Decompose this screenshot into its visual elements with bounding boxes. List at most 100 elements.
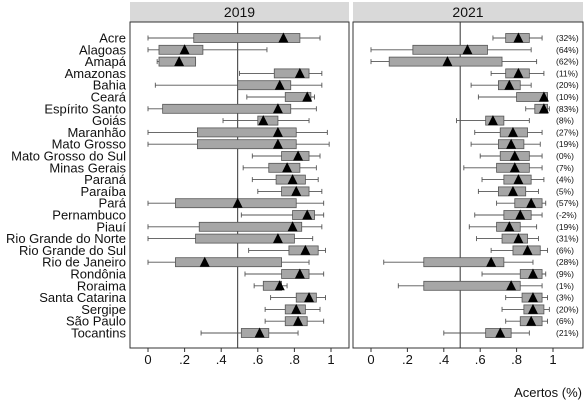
state-label: Acre xyxy=(99,31,126,46)
change-label: (7%) xyxy=(556,163,574,173)
state-row: (1%) xyxy=(397,280,574,291)
state-row xyxy=(147,44,268,55)
iqr-box xyxy=(423,280,521,291)
iqr-box xyxy=(284,92,312,102)
mean-marker xyxy=(522,244,533,255)
state-label: Rio Grande do Norte xyxy=(6,231,126,246)
mean-marker xyxy=(513,67,524,78)
x-tick-label: .6 xyxy=(475,352,486,367)
change-label: (8%) xyxy=(556,116,574,126)
change-label: (9%) xyxy=(556,269,574,279)
state-label: Roraima xyxy=(77,278,127,293)
change-label: (62%) xyxy=(556,57,579,67)
state-row: (0%) xyxy=(479,150,574,161)
state-row xyxy=(239,67,323,79)
state-label: Mato Grosso do Sul xyxy=(11,149,126,164)
mean-marker xyxy=(232,197,243,208)
plot-frame-2019 xyxy=(129,21,350,349)
iqr-box xyxy=(162,103,292,114)
state-label: Sergipe xyxy=(81,302,126,317)
x-tick-label: 0 xyxy=(144,352,151,367)
state-row xyxy=(248,244,326,256)
change-label: (57%) xyxy=(556,198,579,208)
state-row xyxy=(147,256,310,268)
mean-marker xyxy=(527,292,538,303)
state-row: (19%) xyxy=(468,221,579,232)
state-label: Rio Grande do Sul xyxy=(19,243,126,258)
mean-marker xyxy=(462,44,473,55)
panel-2019: 2019 0 .2 .4 .6 .8 1 xyxy=(129,2,350,367)
x-tick-label: .8 xyxy=(289,352,300,367)
state-row: (7%) xyxy=(463,162,574,173)
state-row: (31%) xyxy=(476,233,579,244)
state-row: (4%) xyxy=(481,174,574,185)
mean-marker xyxy=(291,303,302,314)
state-row xyxy=(264,303,321,315)
mean-marker xyxy=(294,268,305,279)
state-row: (83%) xyxy=(525,103,579,114)
change-label: (4%) xyxy=(556,175,574,185)
state-row xyxy=(246,91,315,102)
change-label: (21%) xyxy=(556,328,579,338)
mean-marker xyxy=(287,221,298,232)
mean-marker xyxy=(274,79,285,90)
mean-marker xyxy=(527,303,538,314)
state-row: (6%) xyxy=(490,244,574,255)
mean-marker xyxy=(513,174,524,185)
state-row: (20%) xyxy=(501,303,579,314)
iqr-box xyxy=(423,257,505,268)
mean-marker xyxy=(507,126,518,137)
mean-marker xyxy=(300,244,311,255)
state-label: Paraíba xyxy=(80,184,126,199)
iqr-box xyxy=(197,127,297,138)
state-label: Amazonas xyxy=(65,66,127,81)
panel-title-2019: 2019 xyxy=(224,4,255,20)
iqr-box xyxy=(281,269,310,279)
mean-marker xyxy=(486,256,497,267)
state-row: (6%) xyxy=(505,315,574,326)
change-label: (5%) xyxy=(556,186,574,196)
x-tick-label: .6 xyxy=(252,352,263,367)
mean-marker xyxy=(179,44,190,55)
state-row xyxy=(147,32,321,43)
state-row: (62%) xyxy=(370,56,579,67)
change-label: (-2%) xyxy=(556,210,577,220)
change-label: (28%) xyxy=(556,257,579,267)
mean-marker xyxy=(526,197,537,208)
mean-marker xyxy=(442,56,453,67)
state-label: Espírito Santo xyxy=(44,101,126,116)
mean-marker xyxy=(513,32,524,43)
state-label: Mato Grosso xyxy=(52,137,126,152)
state-row xyxy=(222,115,310,126)
panel-header-2021 xyxy=(353,2,583,22)
state-row xyxy=(253,280,288,291)
x-tick-label: .2 xyxy=(179,352,190,367)
state-label: Amapá xyxy=(85,54,127,69)
mean-marker xyxy=(272,138,283,149)
state-label: Santa Catarina xyxy=(39,290,126,305)
state-row xyxy=(244,268,325,279)
iqr-box xyxy=(198,221,303,232)
change-label: (32%) xyxy=(556,33,579,43)
mean-marker xyxy=(504,221,515,232)
state-row xyxy=(270,292,326,303)
mean-marker xyxy=(527,268,538,279)
state-row xyxy=(200,327,299,338)
mean-marker xyxy=(254,327,265,338)
state-row: (19%) xyxy=(470,138,579,149)
iqr-box xyxy=(237,80,292,91)
state-row: (-2%) xyxy=(474,209,577,220)
mean-marker xyxy=(282,162,293,173)
mean-marker xyxy=(272,233,283,244)
mean-marker xyxy=(495,327,506,338)
state-row: (28%) xyxy=(383,256,579,268)
panel-header-2019 xyxy=(130,2,349,22)
iqr-box xyxy=(516,92,548,102)
mean-marker xyxy=(509,150,520,161)
change-label: (19%) xyxy=(556,139,579,149)
x-tick-label: .8 xyxy=(511,352,522,367)
state-row xyxy=(264,315,325,327)
state-row xyxy=(156,56,197,67)
mean-marker xyxy=(507,185,518,196)
